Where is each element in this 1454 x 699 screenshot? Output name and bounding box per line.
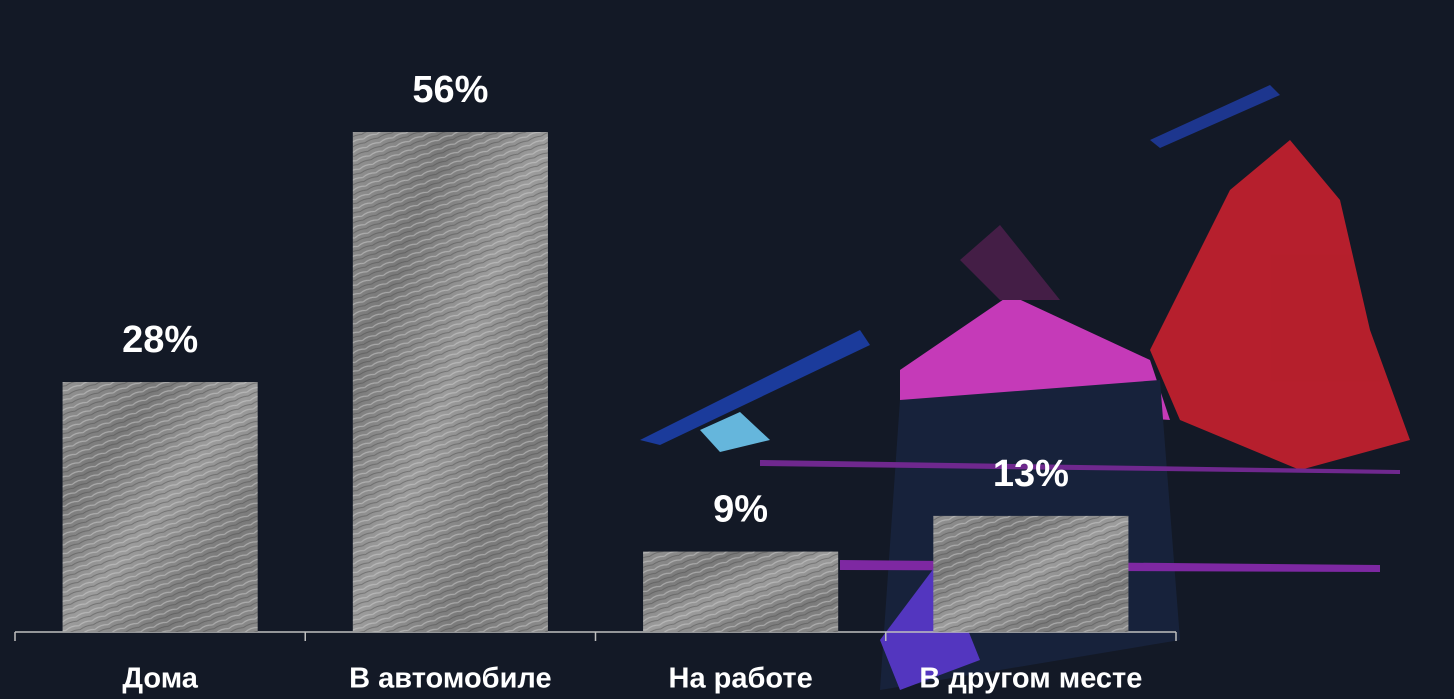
bar-texture (352, 132, 548, 632)
bar-texture (62, 382, 258, 632)
plot-area: 28% Дома 56% В автомобиле 9% На работе 13% В др… (14, 69, 1177, 695)
bar-texture (933, 515, 1129, 632)
x-tick-label: В автомобиле (349, 663, 551, 695)
x-tick-label: На работе (669, 663, 813, 695)
value-label: 28% (122, 319, 198, 361)
value-label: 13% (993, 453, 1069, 495)
value-label: 56% (412, 69, 488, 111)
value-label: 9% (713, 489, 768, 531)
x-tick-label: В другом месте (919, 663, 1142, 695)
x-tick-label: Дома (122, 663, 198, 695)
bar-texture (643, 551, 839, 632)
